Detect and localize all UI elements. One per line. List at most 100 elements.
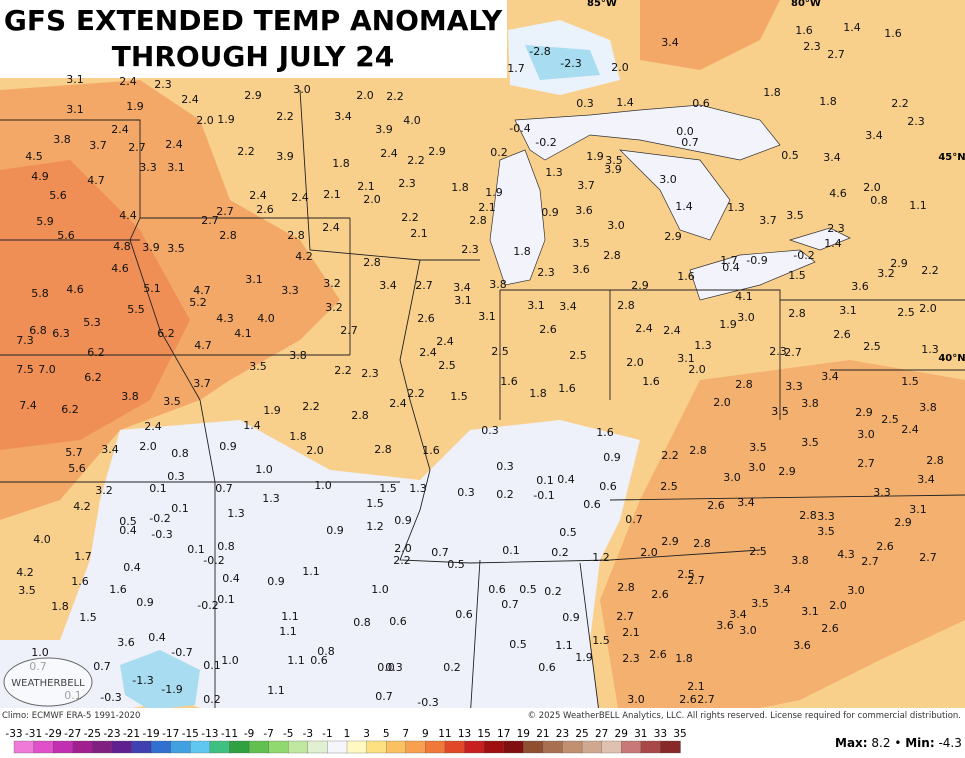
station-value: 2.6 [679, 693, 697, 706]
colorbar-label: 3 [363, 728, 370, 740]
colorbar-label: -21 [123, 728, 140, 740]
station-value: 4.0 [33, 533, 51, 546]
min-value: -4.3 [938, 736, 961, 750]
station-value: -0.4 [509, 122, 530, 135]
station-value: 4.4 [119, 209, 137, 222]
station-value: 1.6 [596, 426, 614, 439]
station-labels: 3.1 2.4 2.33.1 1.92.4 2.9 3.02.0 1.9 2.2 3.42.0 2… [16, 21, 944, 709]
station-value: 3.0 [723, 471, 741, 484]
logo-badge [3, 657, 93, 707]
colorbar-label: 1 [344, 728, 351, 740]
colorbar-label: -25 [84, 728, 101, 740]
colorbar-label: -11 [221, 728, 238, 740]
colorbar-label: -1 [322, 728, 332, 740]
station-value: 4.7 [193, 284, 211, 297]
station-value: 2.6 [707, 499, 725, 512]
station-value: -0.2 [793, 249, 814, 262]
station-value: -0.3 [100, 691, 121, 704]
station-value: 0.5 [519, 583, 537, 596]
station-value: 2.8 [689, 444, 707, 457]
min-label: Min: [905, 736, 934, 750]
station-value: 3.4 [917, 473, 935, 486]
station-value: 1.5 [901, 375, 919, 388]
station-value: 4.2 [73, 500, 91, 513]
station-value: 2.3 [827, 222, 845, 235]
station-value: 2.7 [201, 214, 219, 227]
station-value: 0.6 [692, 97, 710, 110]
station-value: 3.0 [607, 219, 625, 232]
station-value: 1.6 [884, 27, 902, 40]
station-value: 2.5 [660, 480, 678, 493]
station-value: 1.8 [675, 652, 693, 665]
station-value: -0.1 [533, 489, 554, 502]
colorbar-label: 17 [497, 728, 510, 740]
station-value: 2.0 [688, 363, 706, 376]
station-value: 2.9 [890, 257, 908, 270]
station-value: 3.4 [737, 496, 755, 509]
grid-label: 85°W [587, 0, 617, 9]
station-value: 1.9 [263, 404, 281, 417]
colorbar-cell [483, 740, 505, 754]
station-value: 3.6 [117, 636, 135, 649]
station-value: 3.5 [801, 436, 819, 449]
climo-note: Climo: ECMWF ERA-5 1991-2020 [2, 711, 140, 721]
station-value: 1.8 [763, 86, 781, 99]
station-value: 2.9 [894, 516, 912, 529]
station-value: 2.6 [876, 540, 894, 553]
grid-label: 80°W [791, 0, 821, 9]
station-value: 2.3 [398, 177, 416, 190]
station-value: 6.2 [87, 346, 105, 359]
station-value: 2.9 [244, 89, 262, 102]
station-value: 1.8 [51, 600, 69, 613]
station-value: 3.7 [577, 179, 595, 192]
station-value: 0.7 [501, 598, 519, 611]
colorbar-label: 13 [458, 728, 471, 740]
station-value: 6.2 [61, 403, 79, 416]
station-value: 3.2 [325, 301, 343, 314]
copyright: © 2025 WeatherBELL Analytics, LLC. All r… [528, 711, 961, 721]
station-value: 2.4 [165, 138, 183, 151]
station-value: 2.5 [897, 306, 915, 319]
station-value: 3.8 [289, 349, 307, 362]
colorbar-cell [425, 740, 446, 754]
station-value: 4.3 [216, 312, 234, 325]
station-value: 1.5 [592, 634, 610, 647]
colorbar-label: 15 [477, 728, 490, 740]
station-value: 3.4 [729, 608, 747, 621]
station-value: 4.0 [257, 312, 275, 325]
station-value: 0.8 [353, 616, 371, 629]
station-value: 3.0 [627, 693, 645, 706]
station-value: 0.3 [385, 661, 403, 674]
station-value: 2.7 [827, 48, 845, 61]
station-value: 2.4 [389, 397, 407, 410]
station-value: 1.5 [79, 611, 97, 624]
state-borders [0, 89, 965, 721]
station-value: 0.3 [496, 460, 514, 473]
max-value: 8.2 [871, 736, 890, 750]
station-value: 3.0 [857, 428, 875, 441]
station-value: 1.1 [555, 639, 573, 652]
colorbar-cell [150, 740, 172, 754]
station-value: 2.4 [380, 147, 398, 160]
station-value: 0.1 [171, 502, 189, 515]
station-value: 2.6 [833, 328, 851, 341]
colorbar-label: -31 [25, 728, 42, 740]
station-value: 2.7 [415, 279, 433, 292]
station-value: 0.4 [222, 572, 240, 585]
station-value: 1.7 [720, 254, 738, 267]
station-value: 0.1 [217, 593, 235, 606]
station-value: 2.7 [697, 693, 715, 706]
station-value: 2.1 [323, 188, 341, 201]
station-value: 2.1 [357, 180, 375, 193]
station-value: 1.7 [507, 62, 525, 75]
station-value: 0.2 [496, 488, 514, 501]
station-value: 2.2 [276, 110, 294, 123]
station-value: 0.4 [119, 524, 137, 537]
station-value: 3.0 [739, 624, 757, 637]
colorbar-label: -13 [201, 728, 218, 740]
colorbar-label: -17 [162, 728, 179, 740]
station-value: 0.2 [551, 546, 569, 559]
station-value: 4.8 [113, 240, 131, 253]
station-value: 2.8 [469, 214, 487, 227]
station-value: 3.1 [527, 299, 545, 312]
